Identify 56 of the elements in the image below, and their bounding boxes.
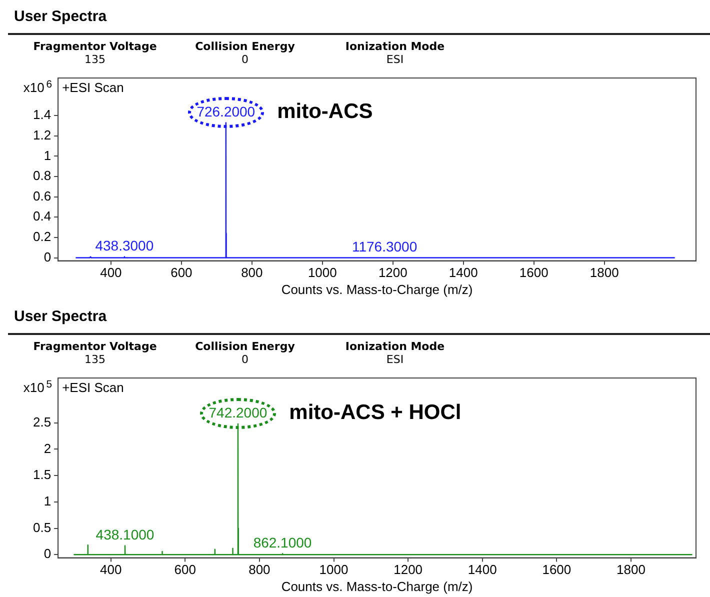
- text: 135: [84, 53, 106, 66]
- x-tick-label: 1400: [468, 562, 497, 578]
- text: Ionization Mode: [344, 340, 446, 353]
- annotation: mito-ACS: [277, 100, 373, 123]
- y-tick-label: 1.5: [32, 467, 52, 482]
- y-tick-label: 2.5: [32, 414, 52, 430]
- x-tick-label: 1600: [519, 265, 548, 280]
- y-tick-label: 0: [44, 546, 52, 562]
- x-tick-label: 600: [174, 562, 196, 578]
- x-tick-label: 800: [241, 265, 263, 280]
- x-tick-label: 1800: [616, 562, 646, 578]
- annotation: 438.1000: [96, 526, 154, 543]
- text: Collision Energy: [194, 340, 296, 353]
- annotation: 1176.3000: [352, 238, 418, 255]
- x-tick-label: 1000: [308, 265, 337, 280]
- x-axis-title: Counts vs. Mass-to-Charge (m/z): [281, 282, 473, 297]
- x-tick-label: 1000: [319, 562, 348, 578]
- chart-title: User Spectra: [14, 8, 107, 25]
- annotation: mito-ACS + HOCl: [289, 401, 462, 424]
- x-tick-label: 400: [100, 265, 122, 280]
- y-tick-label: 0.5: [32, 520, 52, 535]
- text: Collision Energy: [194, 40, 296, 53]
- y-tick-label: 0.6: [32, 188, 52, 204]
- text: ESI: [386, 353, 404, 366]
- y-tick-label: 2: [44, 440, 52, 456]
- text: 0: [242, 53, 248, 66]
- x-tick-label: 1800: [590, 265, 619, 280]
- y-tick-label: 0.2: [32, 229, 52, 244]
- y-tick-label: 1.4: [32, 107, 52, 122]
- text: Fragmentor Voltage: [32, 340, 158, 353]
- y-tick-label: 0.8: [32, 168, 52, 184]
- x-tick-label: 1200: [394, 562, 423, 578]
- y-tick-label: 0: [44, 249, 52, 264]
- chart-subtitle: +ESI Scan: [62, 80, 124, 95]
- x-tick-label: 400: [100, 562, 122, 578]
- chart-subtitle: +ESI Scan: [62, 380, 124, 395]
- x-tick-label: 1600: [542, 562, 572, 578]
- y-tick-label: 1: [44, 148, 52, 163]
- y-tick-label: 0.4: [32, 208, 52, 224]
- y-tick-label: 1.2: [32, 127, 52, 142]
- text: ESI: [386, 53, 404, 66]
- x-tick-label: 800: [248, 562, 270, 578]
- text: Ionization Mode: [344, 40, 446, 53]
- text: 0: [242, 353, 248, 366]
- annotation: 726.2000: [196, 104, 256, 120]
- annotation: 438.3000: [95, 238, 154, 254]
- text: 135: [84, 353, 106, 366]
- y-tick-label: 1: [44, 493, 52, 508]
- x-tick-label: 600: [170, 265, 192, 280]
- annotation: 862.1000: [253, 534, 312, 550]
- text: Fragmentor Voltage: [32, 40, 158, 53]
- annotation: 742.2000: [208, 404, 268, 421]
- x-tick-label: 1200: [378, 265, 408, 280]
- x-axis-title: Counts vs. Mass-to-Charge (m/z): [281, 578, 473, 594]
- x-tick-label: 1400: [448, 265, 478, 280]
- chart-title: User Spectra: [14, 308, 107, 325]
